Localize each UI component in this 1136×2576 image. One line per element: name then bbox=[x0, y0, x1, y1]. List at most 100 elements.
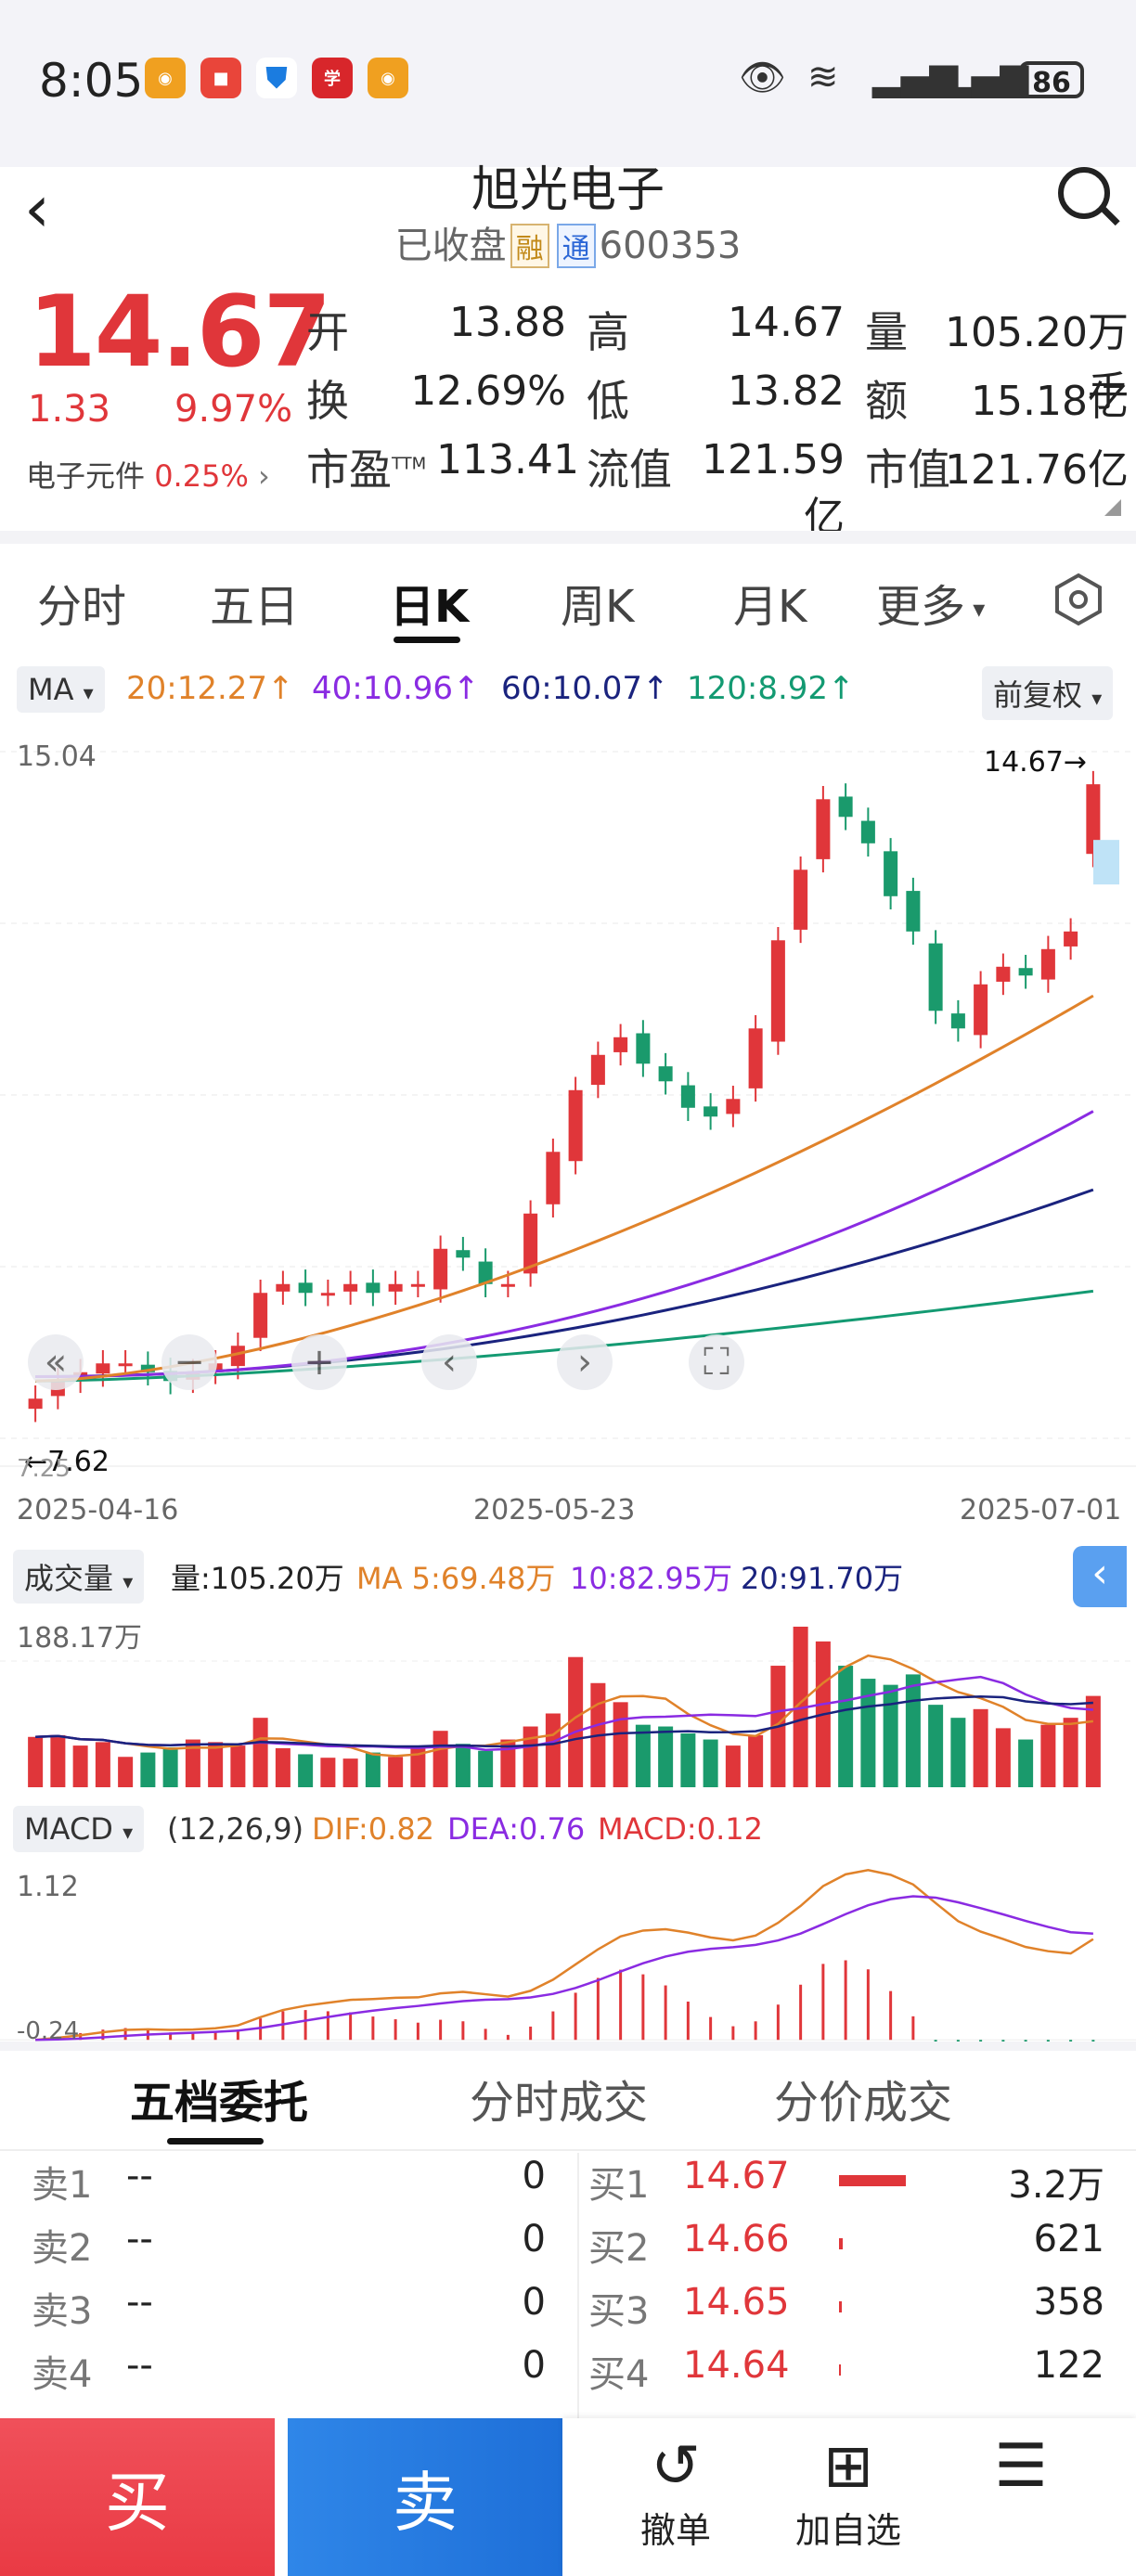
turnover-value: 12.69% bbox=[410, 367, 566, 415]
volume-bar bbox=[342, 1758, 358, 1787]
add-watchlist-button[interactable]: ⊞ 加自选 bbox=[783, 2431, 913, 2553]
candle-body bbox=[298, 1282, 313, 1294]
buy-button[interactable]: 买 bbox=[0, 2418, 275, 2576]
buy-row: 买2 14.66 621 bbox=[587, 2218, 1136, 2273]
volume-bar bbox=[725, 1745, 741, 1787]
candle-body bbox=[996, 966, 1011, 982]
undo-icon: ↺ bbox=[651, 2432, 701, 2501]
volume-selector[interactable]: 成交量 ▾ bbox=[13, 1550, 145, 1604]
volume-bar bbox=[658, 1726, 674, 1787]
volume-label: 量 bbox=[865, 307, 908, 357]
fullscreen-icon[interactable]: ⛶ bbox=[689, 1334, 744, 1390]
amount-label: 额 bbox=[865, 376, 908, 426]
volume-bar bbox=[252, 1718, 268, 1787]
scroll-right-icon[interactable]: › bbox=[557, 1334, 613, 1390]
study-app-icon: 学 bbox=[312, 58, 353, 98]
ma60-value: 60:10.07↑ bbox=[501, 670, 669, 707]
volume-bar bbox=[478, 1750, 494, 1787]
tab-intraday[interactable]: 分时 bbox=[37, 581, 127, 633]
volume-chart bbox=[0, 1626, 1136, 1787]
wifi-icon: ≋ bbox=[807, 56, 839, 98]
candle-body bbox=[704, 1106, 718, 1117]
price-change-pct: 9.97% bbox=[174, 388, 293, 431]
volume-bar bbox=[748, 1734, 764, 1787]
signal-icon: ▂▄▆ bbox=[872, 56, 959, 98]
tab-weekly-k[interactable]: 周K bbox=[561, 581, 635, 633]
volume-ma10: 10:82.95万 bbox=[570, 1561, 733, 1596]
tab-order-book[interactable]: 五档委托 bbox=[130, 2077, 309, 2129]
ma-selector[interactable]: MA ▾ bbox=[17, 666, 105, 713]
corner-expand-icon[interactable] bbox=[1104, 499, 1121, 516]
active-tab-underline bbox=[394, 637, 460, 643]
candle-body bbox=[456, 1250, 471, 1258]
collapse-panel-icon[interactable]: ‹ bbox=[1073, 1546, 1127, 1607]
candle-body bbox=[974, 984, 988, 1036]
stock-code: 600353 bbox=[599, 225, 742, 267]
macd-bottom-label: -0.24 bbox=[17, 2017, 80, 2045]
tab-monthly-k[interactable]: 月K bbox=[733, 581, 807, 633]
tab-5day[interactable]: 五日 bbox=[210, 581, 300, 633]
candle-body bbox=[1064, 931, 1078, 947]
volume-bar bbox=[545, 1713, 561, 1787]
candle-body bbox=[140, 1364, 155, 1372]
pe-value: 113.41 bbox=[436, 436, 579, 483]
candle-body bbox=[950, 1013, 965, 1029]
volume-bar bbox=[208, 1742, 224, 1787]
buy-qty: 621 bbox=[1033, 2218, 1104, 2260]
volume-bar bbox=[905, 1674, 921, 1787]
volume-bar bbox=[72, 1745, 88, 1787]
sell-qty: 0 bbox=[522, 2218, 546, 2260]
buy-level: 买4 bbox=[588, 2353, 650, 2396]
status-bar bbox=[0, 0, 1136, 167]
volume-bar bbox=[793, 1626, 808, 1787]
tab-daily-k[interactable]: 日K bbox=[390, 581, 470, 633]
macd-dif: DIF:0.82 bbox=[312, 1811, 435, 1847]
candle-body bbox=[230, 1346, 245, 1367]
macd-params: (12,26,9) bbox=[167, 1811, 304, 1847]
volume-bar bbox=[680, 1733, 696, 1787]
candle-body bbox=[928, 943, 943, 1011]
tab-more[interactable]: 更多 ▾ bbox=[876, 581, 986, 633]
orderbook-tab-underline bbox=[167, 2138, 264, 2145]
mcap-label: 市值 bbox=[865, 444, 950, 495]
stock-name: 旭光电子 bbox=[471, 162, 665, 218]
open-label: 开 bbox=[306, 307, 349, 357]
sector-name: 电子元件 bbox=[26, 458, 146, 494]
candle-body bbox=[816, 799, 831, 859]
buy-qty: 122 bbox=[1033, 2344, 1104, 2387]
kline-chart[interactable] bbox=[0, 733, 1136, 1531]
candle-body bbox=[28, 1398, 43, 1410]
volume-bar bbox=[388, 1757, 404, 1787]
candle-body bbox=[523, 1213, 538, 1274]
sell-button[interactable]: 卖 bbox=[288, 2418, 562, 2576]
candle-body bbox=[118, 1363, 133, 1367]
volume-bar bbox=[1018, 1739, 1034, 1787]
settings-hex-icon[interactable] bbox=[1051, 572, 1106, 627]
margin-tag: 融 bbox=[510, 224, 549, 268]
volume-bar bbox=[28, 1736, 44, 1787]
zoom-in-icon[interactable]: + bbox=[291, 1334, 347, 1390]
low-value: 13.82 bbox=[728, 367, 845, 415]
candle-body bbox=[253, 1293, 268, 1338]
macd-selector[interactable]: MACD ▾ bbox=[13, 1806, 145, 1852]
buy-price: 14.64 bbox=[683, 2344, 790, 2387]
sell-row: 卖3 -- 0 bbox=[0, 2281, 568, 2337]
buy-row: 买4 14.64 122 bbox=[587, 2344, 1136, 2400]
tab-tick-trades[interactable]: 分时成交 bbox=[470, 2077, 649, 2129]
scroll-left-fast-icon[interactable]: « bbox=[28, 1334, 84, 1390]
cancel-order-button[interactable]: ↺ 撤单 bbox=[611, 2431, 741, 2553]
search-icon[interactable] bbox=[1058, 167, 1110, 219]
volume-bar bbox=[883, 1684, 898, 1787]
volume-bar bbox=[432, 1731, 448, 1787]
adjust-selector[interactable]: 前复权 ▾ bbox=[982, 666, 1114, 720]
menu-button[interactable]: ☰ bbox=[956, 2431, 1086, 2502]
zoom-out-icon[interactable]: − bbox=[161, 1334, 217, 1390]
tab-price-trades[interactable]: 分价成交 bbox=[774, 2077, 953, 2129]
sector-link[interactable]: 电子元件 0.25% › bbox=[26, 453, 270, 496]
scroll-left-icon[interactable]: ‹ bbox=[421, 1334, 477, 1390]
buy-depth-bar bbox=[839, 2238, 843, 2249]
candle-body bbox=[320, 1293, 335, 1296]
back-icon[interactable]: ‹ bbox=[24, 171, 50, 247]
volume-bar bbox=[50, 1734, 66, 1787]
dea-line bbox=[35, 1895, 1093, 2041]
